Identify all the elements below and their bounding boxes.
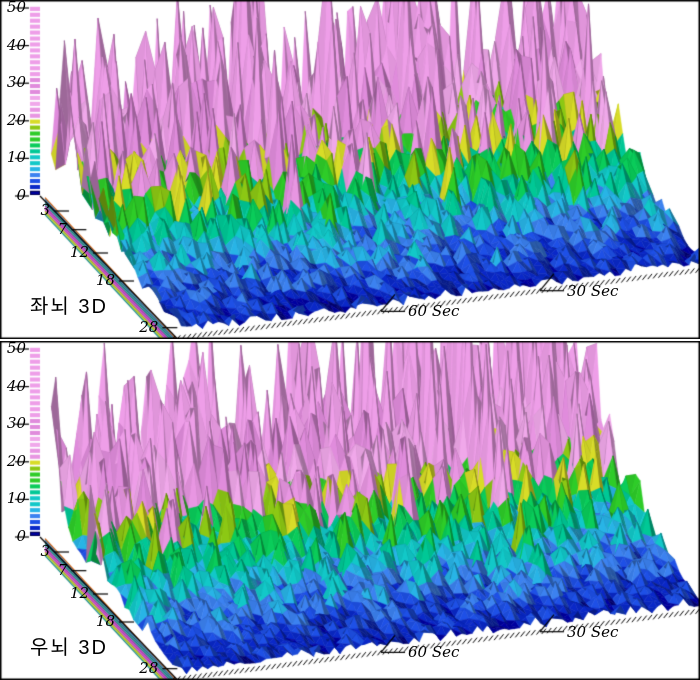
freq-axis-tick-label: 12 — [69, 584, 89, 602]
time-axis-tick-label: 60 Sec — [408, 302, 460, 321]
freq-axis-tick-label: 18 — [95, 271, 115, 289]
time-axis-tick-label: 30 Sec — [567, 281, 619, 300]
freq-axis-tick-label: 18 — [95, 612, 115, 630]
freq-axis-tick-label: 28 — [139, 317, 159, 336]
time-axis-tick-label: 60 Sec — [408, 643, 460, 662]
freq-axis-tick-label: 28 — [139, 658, 159, 677]
z-axis-tick-label: 50 — [6, 339, 26, 357]
z-axis-tick-label: 40 — [6, 35, 26, 54]
z-axis-tick-label: 30 — [6, 414, 26, 433]
z-axis-tick-label: 20 — [6, 110, 26, 129]
z-axis-tick-label: 20 — [6, 451, 26, 470]
z-axis-tick-label: 40 — [6, 376, 26, 395]
panel-title-right-brain: 우뇌 3D — [30, 637, 108, 659]
freq-axis-tick-label: 7 — [57, 219, 68, 238]
z-axis-tick-label: 50 — [6, 0, 26, 16]
surface-plot-right-brain — [0, 341, 700, 680]
z-axis-tick-label: 0 — [16, 527, 26, 545]
panel-right-brain: 우뇌 3D 0 10 20 30 40 50 3 7 12 18 28 30 Sec 60 Sec — [0, 339, 700, 680]
freq-axis-tick-label: 3 — [40, 201, 50, 219]
panel-left-brain: 좌뇌 3D 0 10 20 30 40 50 3 7 12 18 28 30 Sec 60 Sec — [0, 0, 700, 339]
freq-axis-tick-label: 7 — [57, 560, 68, 579]
surface-plot-left-brain — [0, 0, 700, 339]
freq-axis-tick-label: 3 — [40, 542, 50, 560]
z-axis-tick-label: 10 — [6, 148, 26, 167]
panel-title-left-brain: 좌뇌 3D — [30, 296, 108, 318]
z-axis-tick-label: 10 — [6, 489, 26, 508]
time-axis-tick-label: 30 Sec — [567, 622, 619, 641]
z-axis-tick-label: 30 — [6, 73, 26, 92]
freq-axis-tick-label: 12 — [69, 243, 89, 261]
z-axis-tick-label: 0 — [16, 186, 26, 204]
